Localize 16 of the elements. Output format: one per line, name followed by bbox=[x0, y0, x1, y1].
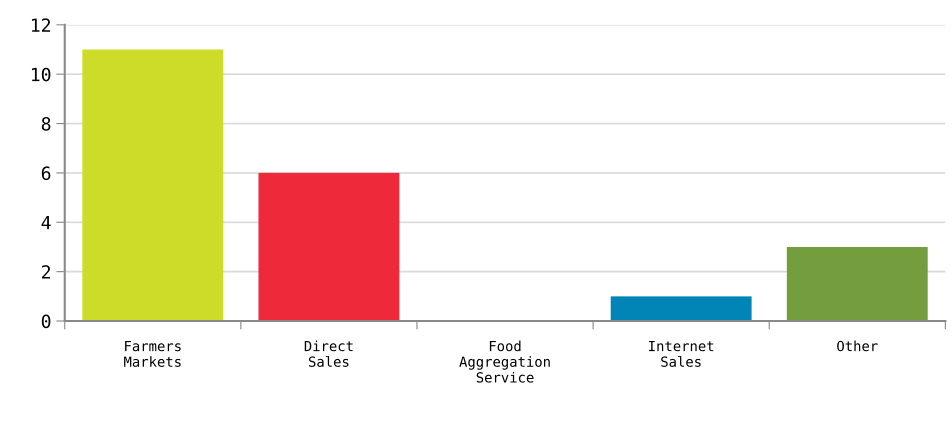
y-tick-label: 6 bbox=[42, 166, 50, 180]
y-tick-label: 0 bbox=[42, 314, 50, 328]
bar bbox=[786, 246, 928, 321]
bar bbox=[258, 172, 400, 321]
y-tick-label: 4 bbox=[42, 216, 51, 230]
x-tick-label: Other bbox=[837, 340, 878, 352]
x-tick-label: Internet Sales bbox=[649, 340, 714, 367]
bar bbox=[610, 296, 752, 321]
y-tick-label: 10 bbox=[32, 68, 50, 82]
y-tick-label: 8 bbox=[42, 117, 50, 131]
x-tick-label: Direct Sales bbox=[304, 340, 353, 367]
y-tick-label: 2 bbox=[42, 265, 50, 279]
bar bbox=[82, 50, 224, 321]
x-tick-label: Food Aggregation Service bbox=[459, 340, 550, 383]
y-tick-label: 12 bbox=[32, 18, 50, 32]
x-tick-label: Farmers Markets bbox=[124, 340, 181, 367]
